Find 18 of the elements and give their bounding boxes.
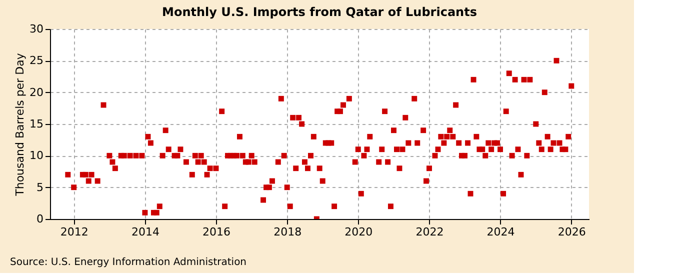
y-tick-label: 30 (30, 22, 44, 36)
y-tick-label: 5 (36, 180, 44, 194)
x-tick-label: 2024 (486, 226, 515, 238)
x-tick-label: 2022 (416, 226, 444, 238)
y-axis-title: Thousand Barrels per Day (14, 52, 27, 197)
x-tick-label: 2012 (60, 226, 88, 238)
x-tick-label: 2020 (344, 226, 373, 238)
source-note: Source: U.S. Energy Information Administration (10, 257, 247, 268)
x-tick-label: 2014 (131, 226, 160, 238)
y-tick-label: 10 (30, 149, 44, 162)
x-tick-label: 2026 (558, 226, 586, 238)
chart-title: Monthly U.S. Imports from Qatar of Lubricants (162, 5, 477, 19)
y-tick-label: 0 (36, 212, 44, 226)
x-tick-label: 2016 (202, 226, 230, 238)
y-tick-label: 20 (30, 86, 44, 99)
y-tick-label: 25 (30, 54, 44, 68)
x-tick-label: 2018 (274, 226, 302, 238)
y-tick-label: 15 (30, 118, 44, 130)
